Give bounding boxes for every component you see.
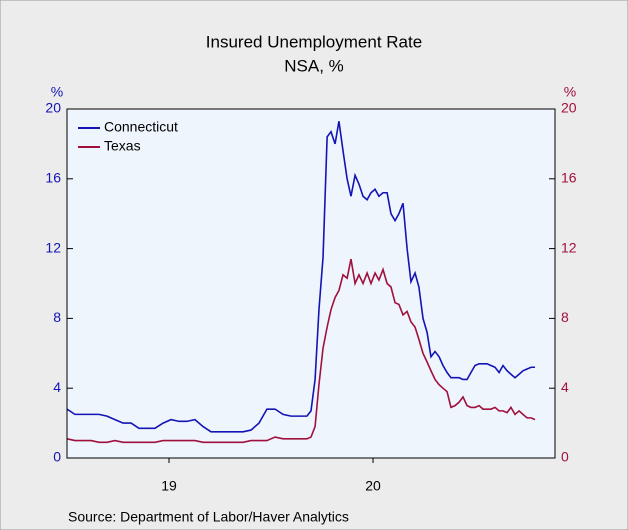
chart-subtitle: NSA, % xyxy=(284,56,344,75)
legend-label: Texas xyxy=(104,138,141,154)
y-axis-label: % xyxy=(51,84,63,100)
y2-tick-label: 16 xyxy=(561,170,577,186)
y2-tick-label: 8 xyxy=(561,309,569,325)
x-tick-label: 20 xyxy=(365,478,381,494)
y2-axis-label: % xyxy=(564,84,576,100)
y2-tick-label: 20 xyxy=(561,100,577,116)
y2-tick-label: 12 xyxy=(561,239,577,255)
y2-tick-label: 0 xyxy=(561,449,569,465)
x-tick-label: 19 xyxy=(161,478,177,494)
data-line xyxy=(66,258,536,444)
y-tick-label: 12 xyxy=(45,239,61,255)
legend-label: Connecticut xyxy=(104,119,178,135)
y-tick-label: 0 xyxy=(53,449,61,465)
y-tick-label: 4 xyxy=(53,379,61,395)
y-tick-label: 16 xyxy=(45,170,61,186)
y2-tick-label: 4 xyxy=(561,379,569,395)
y-tick-label: 20 xyxy=(45,100,61,116)
source-note: Source: Department of Labor/Haver Analyt… xyxy=(68,509,349,525)
plot-area xyxy=(67,109,555,458)
y-tick-label: 8 xyxy=(53,309,61,325)
chart-title: Insured Unemployment Rate xyxy=(206,32,422,51)
data-line xyxy=(66,121,536,433)
plot-frame xyxy=(66,108,556,459)
